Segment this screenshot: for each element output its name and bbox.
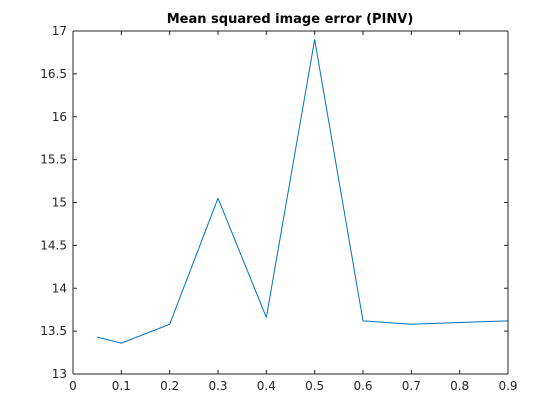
x-tick-label: 0.9 bbox=[498, 379, 517, 393]
y-tick-label: 13 bbox=[52, 367, 67, 381]
ticks-layer: 0 0.1 0.2 0.3 0.4 0.5 0.6 0.7 0.8 0.9 13 13.5 14 14.5… bbox=[40, 24, 517, 393]
y-tick-label: 14.5 bbox=[40, 238, 67, 252]
x-tick-label: 0.6 bbox=[353, 379, 372, 393]
chart-title: Mean squared image error (PINV) bbox=[167, 12, 414, 27]
x-tick-label: 0.2 bbox=[160, 379, 179, 393]
x-tick-label: 0 bbox=[69, 379, 77, 393]
y-tick-label: 15 bbox=[52, 196, 67, 210]
x-tick-label: 0.5 bbox=[305, 379, 324, 393]
series-layer bbox=[97, 39, 509, 344]
y-tick-label: 15.5 bbox=[40, 153, 67, 167]
y-tick-label: 16.5 bbox=[40, 67, 67, 81]
x-tick-label: 0.3 bbox=[208, 379, 227, 393]
plot-area bbox=[73, 31, 508, 374]
x-tick-label: 0.7 bbox=[402, 379, 421, 393]
y-tick-label: 14 bbox=[52, 281, 67, 295]
y-tick-label: 13.5 bbox=[40, 324, 67, 338]
series-line-0 bbox=[97, 39, 509, 344]
y-tick-label: 16 bbox=[52, 110, 67, 124]
x-tick-label: 0.4 bbox=[257, 379, 276, 393]
x-tick-label: 0.8 bbox=[450, 379, 469, 393]
x-tick-label: 0.1 bbox=[112, 379, 131, 393]
y-tick-label: 17 bbox=[52, 24, 67, 38]
